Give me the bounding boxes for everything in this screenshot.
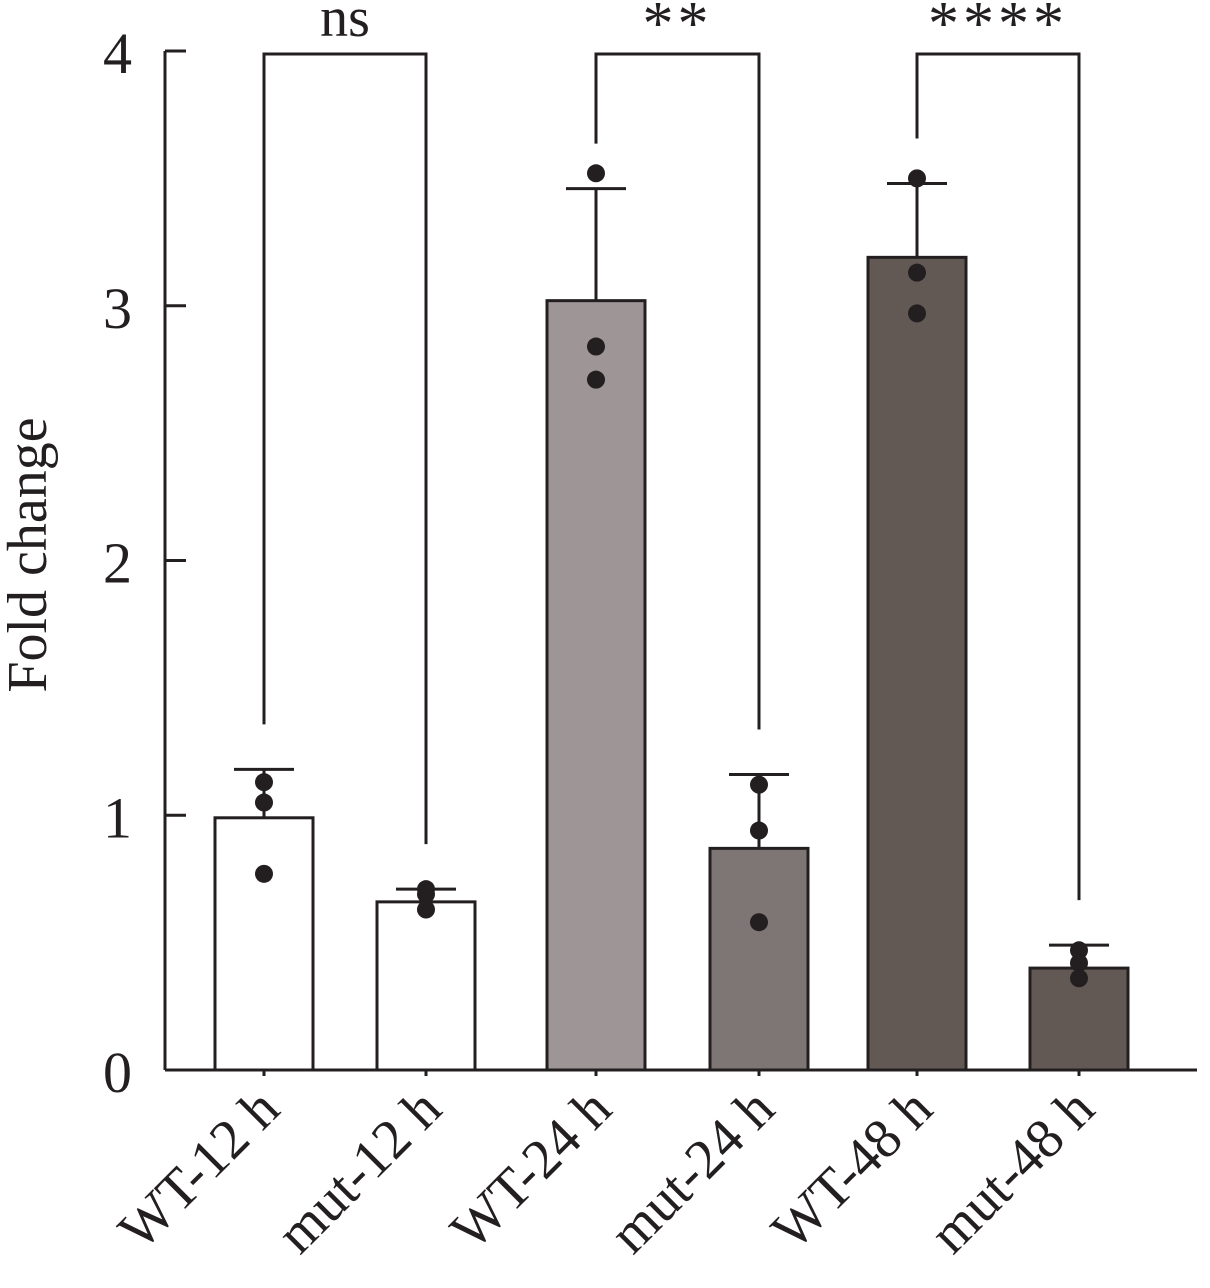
error-bars-layer	[234, 181, 1109, 969]
x-tick-label: mut-24 h	[598, 1077, 786, 1265]
data-point	[750, 821, 768, 840]
data-point	[908, 304, 926, 323]
data-point	[417, 885, 435, 904]
x-tick-label: mut-48 h	[918, 1077, 1106, 1265]
bar	[213, 816, 315, 1072]
significance-bracket	[915, 52, 1081, 901]
data-point	[587, 337, 605, 356]
y-tick-label: 4	[103, 21, 132, 86]
y-tick-label: 1	[103, 785, 132, 850]
significance-layer: ns ** ****	[262, 0, 1081, 901]
bars-layer	[213, 255, 1130, 1072]
x-tick-label: mut-12 h	[265, 1077, 453, 1265]
data-point	[908, 263, 926, 282]
y-tick-label: 0	[103, 1040, 132, 1105]
data-point	[1070, 941, 1088, 960]
data-point	[1070, 954, 1088, 973]
data-point	[255, 773, 273, 792]
significance-label: ns	[320, 0, 370, 49]
data-point	[587, 164, 605, 183]
data-point	[417, 900, 435, 919]
data-point	[1070, 969, 1088, 988]
significance-bracket	[594, 52, 761, 730]
bar	[375, 900, 477, 1072]
data-point	[750, 775, 768, 794]
significance-bracket	[262, 52, 428, 845]
significance-label: ****	[928, 0, 1068, 58]
significance-label: **	[643, 0, 713, 58]
bar	[545, 299, 647, 1072]
y-ticks-layer: 0 1 2 3 4	[103, 21, 186, 1105]
data-point	[255, 864, 273, 883]
data-points-layer	[255, 164, 1088, 988]
y-tick-label: 3	[103, 276, 132, 341]
y-axis-label: Fold change	[0, 417, 59, 692]
bar	[708, 846, 810, 1072]
x-tick-label: WT-24 h	[439, 1077, 623, 1261]
x-tick-label: WT-12 h	[107, 1077, 291, 1261]
data-point	[255, 793, 273, 812]
data-point	[587, 370, 605, 389]
axes-layer	[163, 51, 1197, 1072]
x-tick-label: WT-48 h	[760, 1077, 944, 1261]
data-point	[750, 913, 768, 932]
y-tick-label: 2	[103, 531, 132, 596]
data-point	[908, 169, 926, 188]
bar	[866, 255, 968, 1072]
